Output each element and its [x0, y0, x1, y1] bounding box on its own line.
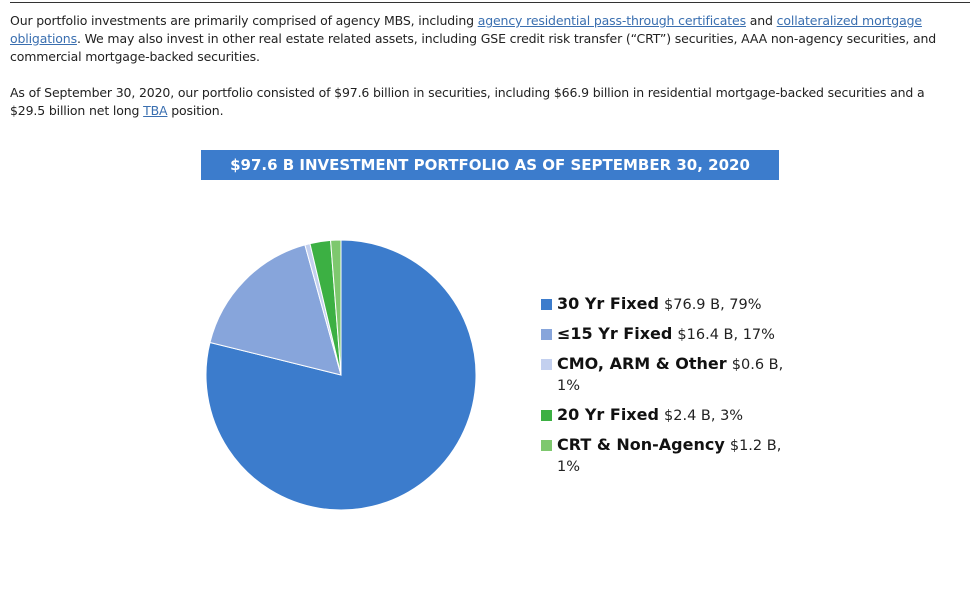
legend-swatch — [541, 329, 552, 340]
legend-label: CMO, ARM & Other — [557, 354, 727, 373]
legend-item-30yr-fixed: 30 Yr Fixed $76.9 B, 79% — [541, 294, 801, 315]
legend-item-15yr-fixed: ≤15 Yr Fixed $16.4 B, 17% — [541, 324, 801, 345]
link-tba[interactable]: TBA — [143, 103, 168, 118]
legend-swatch — [541, 299, 552, 310]
link-agency-residential-pass-through[interactable]: agency residential pass-through certific… — [477, 13, 746, 28]
pie-slice-4 — [330, 239, 342, 376]
intro-paragraph-1: Our portfolio investments are primarily … — [10, 12, 960, 66]
legend-swatch — [541, 440, 552, 451]
pie-chart — [205, 239, 477, 511]
chart-title: $97.6 B INVESTMENT PORTFOLIO AS OF SEPTE… — [201, 150, 779, 180]
legend-item-crt-non-agency: CRT & Non-Agency $1.2 B, 1% — [541, 435, 801, 477]
top-divider — [10, 2, 970, 3]
pie-slice-1 — [209, 244, 342, 376]
intro-p1-text-1: Our portfolio investments are primarily … — [10, 13, 478, 28]
legend-swatch — [541, 359, 552, 370]
legend-value: $0.6 B, 1% — [557, 357, 784, 394]
legend-value: $16.4 B, 17% — [677, 327, 775, 343]
intro-p1-text-3: . We may also invest in other real estat… — [10, 31, 937, 64]
legend-swatch — [541, 410, 552, 421]
legend-value: $1.2 B, 1% — [557, 438, 782, 475]
intro-p1-text-2: and — [745, 13, 777, 28]
intro-p2-text-1: As of September 30, 2020, our portfolio … — [10, 85, 925, 118]
legend-value: $2.4 B, 3% — [664, 408, 744, 424]
legend-label: CRT & Non-Agency — [557, 435, 725, 454]
legend-label: 20 Yr Fixed — [557, 405, 659, 424]
chart-legend: 30 Yr Fixed $76.9 B, 79% ≤15 Yr Fixed $1… — [541, 294, 801, 486]
intro-p2-text-2: position. — [167, 103, 224, 118]
legend-item-cmo-arm-other: CMO, ARM & Other $0.6 B, 1% — [541, 354, 801, 396]
legend-label: 30 Yr Fixed — [557, 294, 659, 313]
legend-item-20yr-fixed: 20 Yr Fixed $2.4 B, 3% — [541, 405, 801, 426]
intro-paragraph-2: As of September 30, 2020, our portfolio … — [10, 84, 960, 120]
legend-value: $76.9 B, 79% — [664, 297, 762, 313]
legend-label: ≤15 Yr Fixed — [557, 324, 673, 343]
intro-text: Our portfolio investments are primarily … — [10, 12, 960, 138]
link-collateralized-mortgage-obligations[interactable]: collateralized mortgage obligations — [10, 13, 922, 46]
